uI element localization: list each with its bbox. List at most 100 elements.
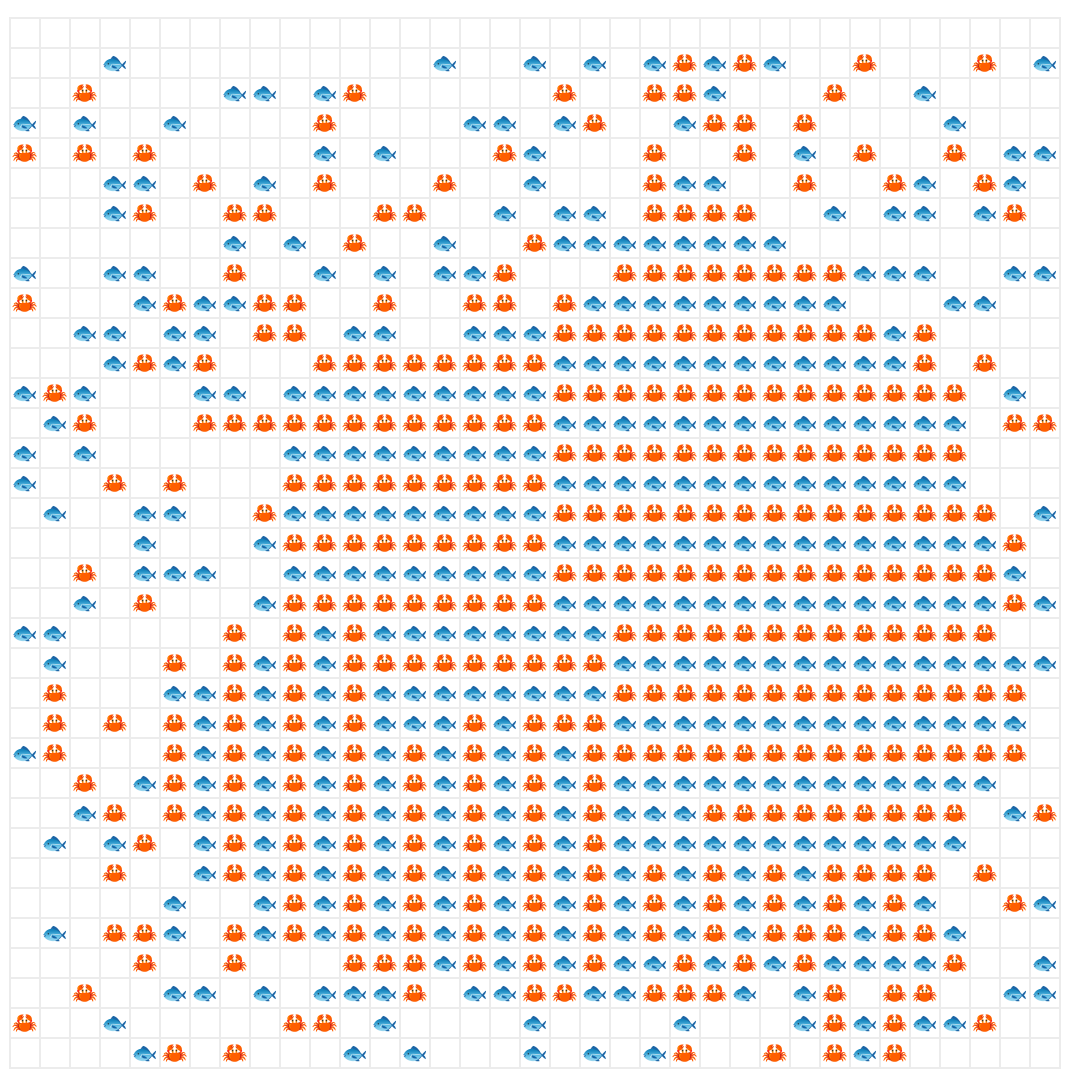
cell[interactable]: 🐟 [611,799,641,829]
cell[interactable]: 🦀 [581,379,611,409]
cell[interactable] [71,1039,101,1069]
cell[interactable] [401,139,431,169]
cell[interactable] [341,139,371,169]
cell[interactable]: 🐟 [851,1009,881,1039]
cell[interactable]: 🐟 [341,439,371,469]
cell[interactable]: 🐟 [701,79,731,109]
cell[interactable]: 🦀 [731,139,761,169]
cell[interactable] [11,529,41,559]
cell[interactable]: 🦀 [821,379,851,409]
cell[interactable]: 🐟 [731,349,761,379]
cell[interactable]: 🐟 [791,859,821,889]
cell[interactable]: 🦀 [221,1039,251,1069]
cell[interactable]: 🐟 [581,199,611,229]
cell[interactable]: 🐟 [1001,709,1031,739]
cell[interactable]: 🦀 [821,559,851,589]
cell[interactable]: 🐟 [761,829,791,859]
cell[interactable]: 🦀 [221,769,251,799]
cell[interactable]: 🦀 [221,709,251,739]
cell[interactable] [71,499,101,529]
cell[interactable]: 🦀 [281,679,311,709]
cell[interactable] [11,1039,41,1069]
cell[interactable]: 🐟 [431,799,461,829]
cell[interactable]: 🦀 [941,679,971,709]
cell[interactable]: 🐟 [941,1009,971,1039]
cell[interactable]: 🦀 [821,859,851,889]
cell[interactable]: 🦀 [341,919,371,949]
cell[interactable]: 🐟 [71,799,101,829]
cell[interactable]: 🐟 [881,649,911,679]
cell[interactable] [971,319,1001,349]
cell[interactable]: 🦀 [311,109,341,139]
cell[interactable]: 🦀 [821,919,851,949]
cell[interactable]: 🦀 [791,319,821,349]
cell[interactable]: 🦀 [461,349,491,379]
cell[interactable] [11,199,41,229]
cell[interactable]: 🦀 [1031,799,1061,829]
cell[interactable]: 🐟 [281,559,311,589]
cell[interactable]: 🐟 [911,589,941,619]
cell[interactable]: 🐟 [551,619,581,649]
cell[interactable] [11,919,41,949]
cell[interactable]: 🦀 [671,1039,701,1069]
cell[interactable] [611,19,641,49]
cell[interactable] [971,1039,1001,1069]
cell[interactable]: 🐟 [551,949,581,979]
cell[interactable] [611,109,641,139]
cell[interactable]: 🐟 [251,829,281,859]
cell[interactable]: 🦀 [641,619,671,649]
cell[interactable]: 🦀 [641,559,671,589]
cell[interactable]: 🦀 [611,679,641,709]
cell[interactable] [101,769,131,799]
cell[interactable]: 🐟 [191,289,221,319]
cell[interactable] [701,19,731,49]
cell[interactable]: 🦀 [401,919,431,949]
cell[interactable] [41,529,71,559]
cell[interactable] [71,619,101,649]
cell[interactable]: 🐟 [1001,799,1031,829]
cell[interactable] [11,769,41,799]
cell[interactable]: 🐟 [911,649,941,679]
cell[interactable]: 🐟 [251,769,281,799]
cell[interactable]: 🦀 [911,349,941,379]
cell[interactable]: 🐟 [71,589,101,619]
cell[interactable] [371,109,401,139]
cell[interactable]: 🐟 [701,169,731,199]
cell[interactable]: 🐟 [641,529,671,559]
cell[interactable]: 🦀 [581,799,611,829]
cell[interactable] [791,79,821,109]
cell[interactable]: 🐟 [881,529,911,559]
cell[interactable]: 🦀 [521,409,551,439]
cell[interactable]: 🦀 [941,559,971,589]
cell[interactable]: 🐟 [311,859,341,889]
cell[interactable] [611,169,641,199]
cell[interactable] [431,979,461,1009]
cell[interactable]: 🐟 [611,529,641,559]
cell[interactable] [41,319,71,349]
cell[interactable]: 🐟 [851,949,881,979]
cell[interactable]: 🐟 [371,709,401,739]
cell[interactable] [341,259,371,289]
cell[interactable]: 🦀 [581,829,611,859]
cell[interactable]: 🐟 [791,709,821,739]
cell[interactable]: 🦀 [761,259,791,289]
cell[interactable]: 🦀 [851,739,881,769]
cell[interactable] [131,739,161,769]
cell[interactable] [11,979,41,1009]
cell[interactable]: 🐟 [641,469,671,499]
cell[interactable]: 🐟 [611,649,641,679]
cell[interactable]: 🐟 [581,679,611,709]
cell[interactable] [11,859,41,889]
cell[interactable] [221,589,251,619]
cell[interactable]: 🦀 [431,409,461,439]
cell[interactable] [1001,769,1031,799]
cell[interactable] [341,19,371,49]
cell[interactable]: 🐟 [371,919,401,949]
cell[interactable]: 🦀 [791,439,821,469]
cell[interactable]: 🐟 [101,199,131,229]
cell[interactable]: 🐟 [791,469,821,499]
cell[interactable]: 🐟 [431,499,461,529]
cell[interactable]: 🐟 [161,349,191,379]
cell[interactable]: 🐟 [581,49,611,79]
cell[interactable]: 🐟 [251,859,281,889]
